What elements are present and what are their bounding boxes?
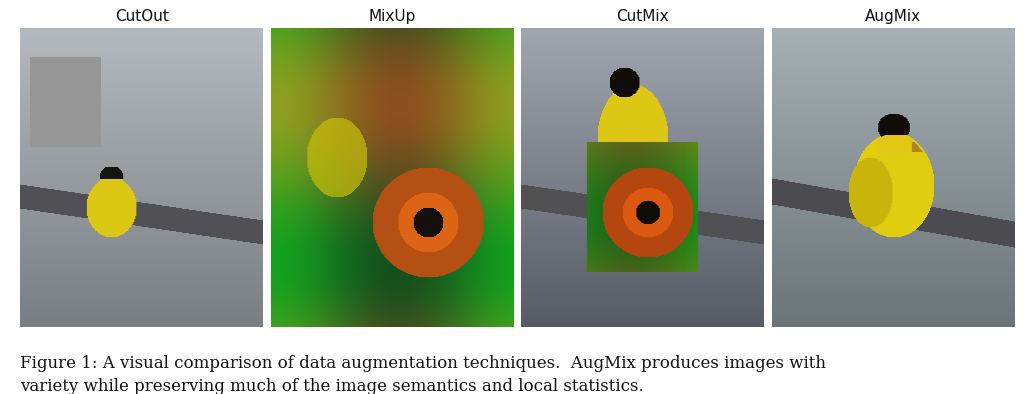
- Text: Figure 1: A visual comparison of data augmentation techniques.  AugMix produces : Figure 1: A visual comparison of data au…: [20, 355, 826, 372]
- Text: CutOut: CutOut: [115, 9, 169, 24]
- Text: CutMix: CutMix: [616, 9, 669, 24]
- Text: variety while preserving much of the image semantics and local statistics.: variety while preserving much of the ima…: [20, 378, 644, 394]
- Text: AugMix: AugMix: [864, 9, 921, 24]
- Text: MixUp: MixUp: [369, 9, 416, 24]
